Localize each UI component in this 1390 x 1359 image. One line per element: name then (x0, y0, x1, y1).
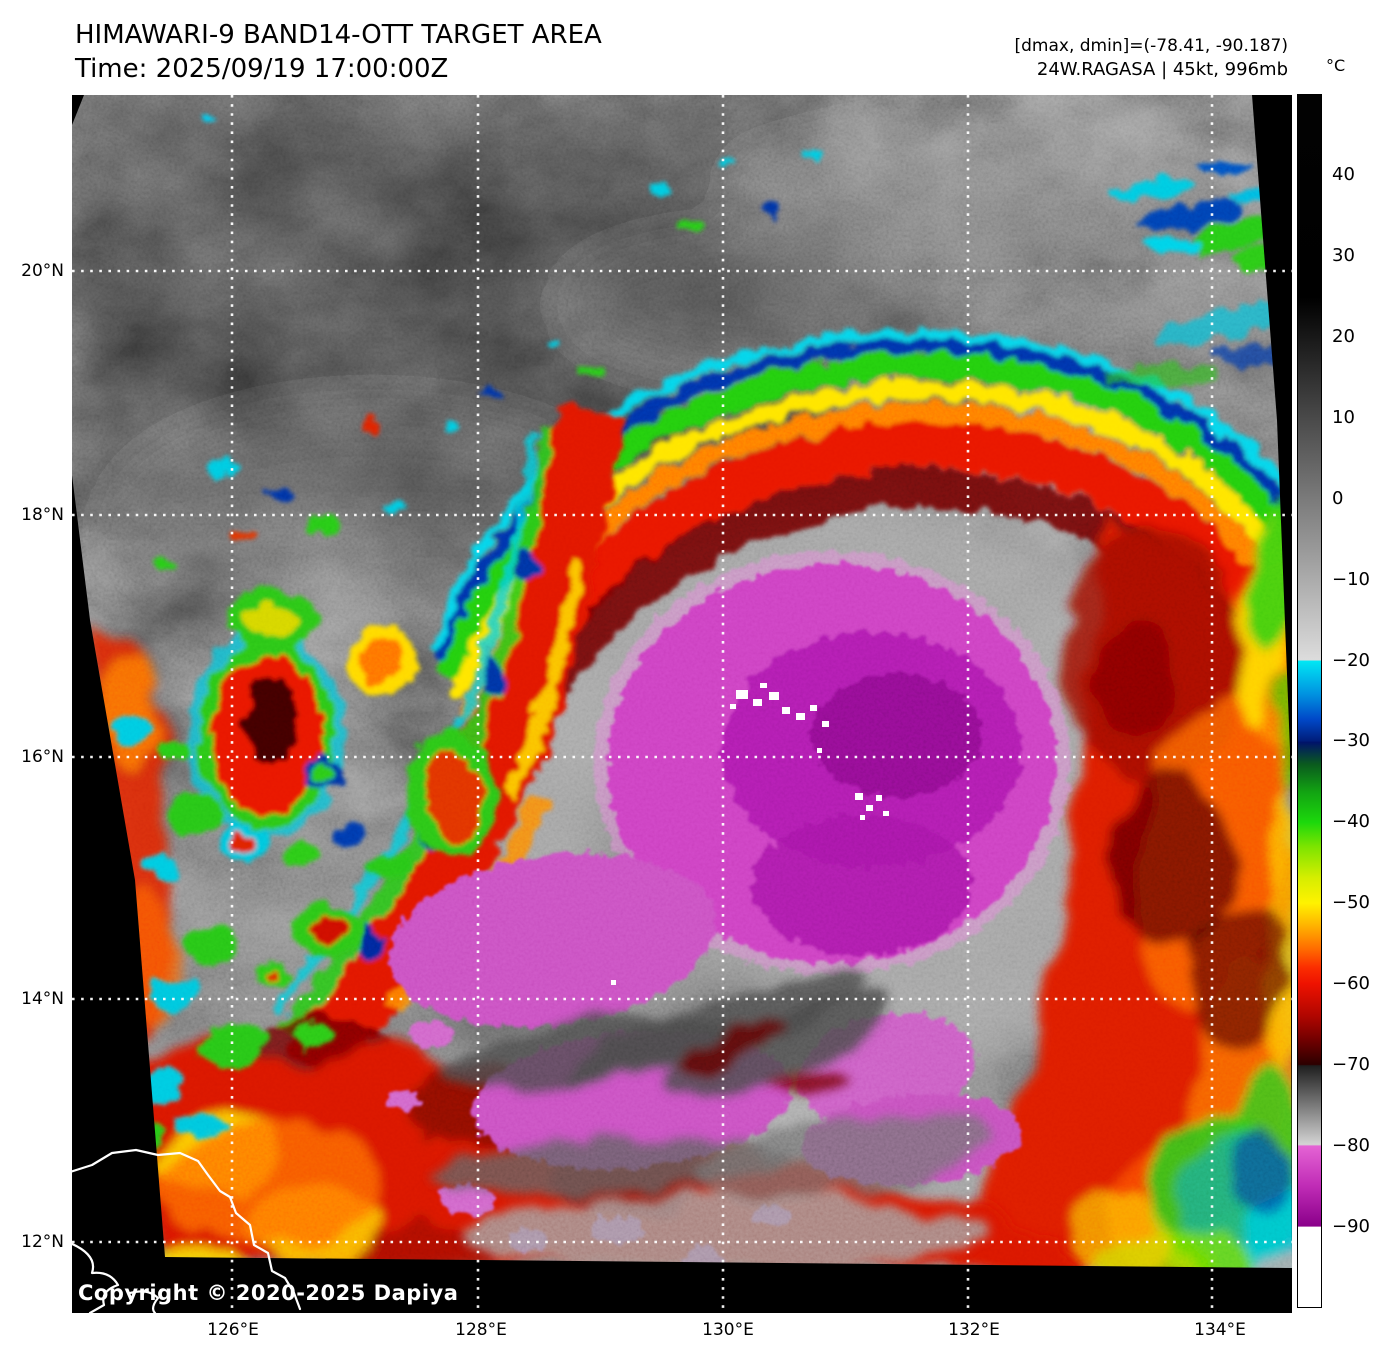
lon-tick-label: 132°E (948, 1320, 1000, 1340)
storm-info: 24W.RAGASA | 45kt, 996mb (1036, 59, 1288, 80)
colorbar-tick-label: 10 (1332, 406, 1355, 428)
lon-tick-label: 130°E (702, 1320, 754, 1340)
colorbar-tick-label: 20 (1332, 325, 1355, 347)
colorbar-tick-label: −40 (1332, 811, 1370, 833)
figure-timestamp: Time: 2025/09/19 17:00:00Z (75, 54, 449, 84)
dmax-dmin-readout: [dmax, dmin]=(-78.41, -90.187) (1014, 36, 1289, 56)
colorbar-tick-label: −50 (1332, 892, 1370, 914)
lat-tick-label: 12°N (21, 1232, 64, 1252)
colorbar (1297, 94, 1322, 1308)
colorbar-tick-label: −60 (1332, 973, 1370, 995)
colorbar-tick-label: 30 (1332, 244, 1355, 266)
graticule-gridlines (72, 95, 1292, 1313)
lon-tick-label: 126°E (207, 1320, 259, 1340)
copyright-watermark: Copyright © 2020-2025 Dapiya (78, 1281, 459, 1305)
lat-tick-label: 18°N (21, 505, 64, 525)
satellite-image: Copyright © 2020-2025 Dapiya (72, 95, 1292, 1313)
lat-tick-label: 14°N (21, 989, 64, 1009)
colorbar-tick-label: 40 (1332, 163, 1355, 185)
lat-tick-label: 16°N (21, 747, 64, 767)
colorbar-tick-label: −80 (1332, 1135, 1370, 1157)
colorbar-tick-label: −30 (1332, 730, 1370, 752)
lon-tick-label: 134°E (1194, 1320, 1246, 1340)
colorbar-tick-label: 0 (1332, 487, 1344, 509)
figure-title: HIMAWARI-9 BAND14-OTT TARGET AREA (75, 20, 602, 50)
colorbar-tick-label: −90 (1332, 1216, 1370, 1238)
colorbar-tick-label: −10 (1332, 568, 1370, 590)
colorbar-tick-label: −70 (1332, 1054, 1370, 1076)
colorbar-unit-label: °C (1326, 56, 1346, 75)
film-grain-overlay (72, 95, 1292, 1268)
lat-tick-label: 20°N (21, 261, 64, 281)
lon-tick-label: 128°E (455, 1320, 507, 1340)
colorbar-tick-label: −20 (1332, 649, 1370, 671)
satellite-image-canvas (72, 95, 1292, 1313)
coastline (72, 1148, 302, 1313)
